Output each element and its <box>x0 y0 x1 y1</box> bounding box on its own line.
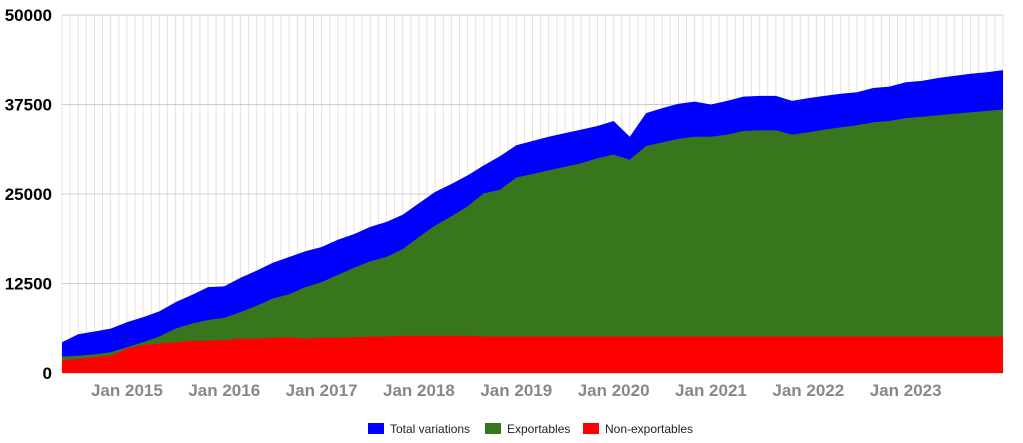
legend-swatch-exportables <box>485 423 501 434</box>
y-tick-label: 50000 <box>5 6 52 25</box>
x-tick-label: Jan 2016 <box>188 381 260 400</box>
x-tick-label: Jan 2023 <box>870 381 942 400</box>
x-tick-label: Jan 2020 <box>578 381 650 400</box>
x-tick-label: Jan 2018 <box>383 381 455 400</box>
x-tick-label: Jan 2015 <box>91 381 163 400</box>
legend-swatch-non-exportables <box>583 423 599 434</box>
x-tick-label: Jan 2017 <box>286 381 358 400</box>
x-tick-label: Jan 2022 <box>772 381 844 400</box>
x-tick-label: Jan 2021 <box>675 381 747 400</box>
y-tick-label: 12500 <box>5 275 52 294</box>
legend: Total variations Exportables Non-exportabl… <box>368 422 693 436</box>
y-tick-label: 37500 <box>5 96 52 115</box>
legend-label-total-variations: Total variations <box>390 422 470 436</box>
plot-areas <box>62 70 1003 373</box>
x-axis-ticks: Jan 2015 Jan 2016 Jan 2017 Jan 2018 Jan 2019… <box>91 381 942 400</box>
y-axis-ticks: 0 12500 25000 37500 50000 <box>5 6 52 383</box>
legend-label-non-exportables: Non-exportables <box>605 422 693 436</box>
series-area-non-exportables <box>62 335 1003 373</box>
series-area-exportables <box>62 109 1003 373</box>
y-tick-label: 25000 <box>5 185 52 204</box>
y-tick-label: 0 <box>43 364 52 383</box>
legend-label-exportables: Exportables <box>507 422 570 436</box>
legend-swatch-total-variations <box>368 423 384 434</box>
x-tick-label: Jan 2019 <box>480 381 552 400</box>
